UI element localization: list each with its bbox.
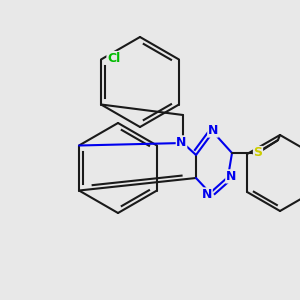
Text: Cl: Cl bbox=[107, 52, 120, 64]
Text: N: N bbox=[226, 170, 236, 183]
Text: S: S bbox=[254, 146, 262, 160]
Text: N: N bbox=[208, 124, 218, 137]
Text: N: N bbox=[202, 188, 212, 201]
Text: N: N bbox=[176, 136, 187, 149]
